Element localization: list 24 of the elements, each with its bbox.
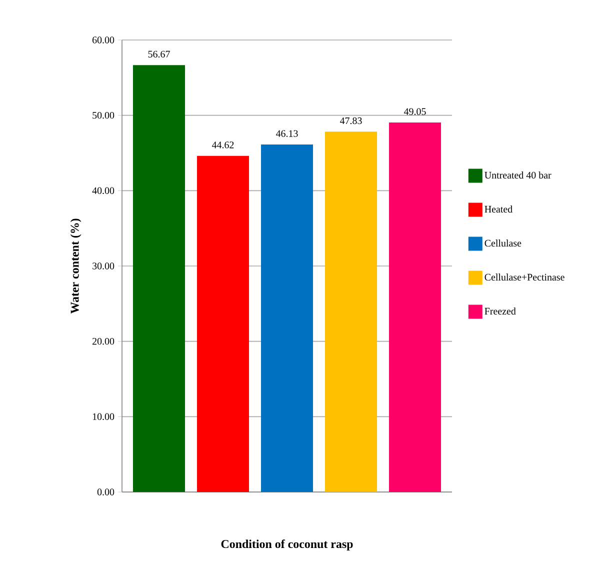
legend-label: Cellulase+Pectinase bbox=[484, 274, 564, 281]
y-tick-label: 20.00 bbox=[92, 338, 114, 345]
x-axis-title: Condition of coconut rasp bbox=[221, 540, 353, 550]
bar bbox=[261, 144, 314, 492]
legend-label: Cellulase bbox=[484, 240, 522, 247]
bar bbox=[325, 132, 378, 492]
bar bbox=[133, 65, 186, 492]
legend-label: Heated bbox=[484, 206, 512, 213]
y-tick-label: 10.00 bbox=[92, 413, 114, 420]
y-tick-label: 30.00 bbox=[92, 262, 114, 270]
y-axis-title: Water content (%) bbox=[70, 218, 82, 314]
y-tick-label: 50.00 bbox=[92, 112, 114, 119]
y-tick-label: 40.00 bbox=[92, 187, 114, 194]
data-label: 44.62 bbox=[212, 142, 234, 148]
legend-label: Freezed bbox=[484, 308, 516, 315]
bar bbox=[197, 156, 250, 492]
legend-label: Untreated 40 bar bbox=[484, 172, 552, 179]
data-label: 56.67 bbox=[148, 50, 170, 58]
y-tick-label: 0.00 bbox=[97, 488, 114, 496]
data-label: 49.05 bbox=[404, 108, 426, 115]
y-tick-label: 60.00 bbox=[92, 36, 114, 44]
data-label: 47.83 bbox=[340, 117, 362, 124]
data-label: 46.13 bbox=[276, 130, 298, 137]
bar bbox=[389, 122, 442, 492]
